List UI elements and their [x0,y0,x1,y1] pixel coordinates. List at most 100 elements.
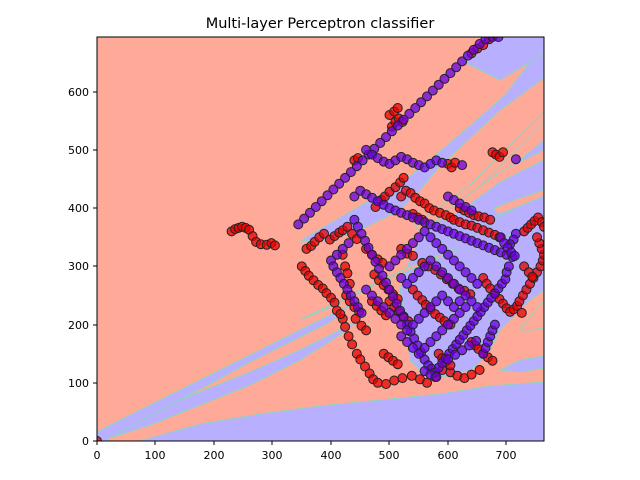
data-point-red [319,228,329,239]
y-tick-label: 600 [68,86,89,99]
data-point-purple [349,191,360,202]
region-red [493,189,544,215]
data-point-purple [419,342,430,353]
y-tick-label: 0 [82,435,89,448]
x-tick-label: 100 [145,449,166,462]
data-point-purple [460,290,471,301]
data-point-purple [462,50,473,61]
data-point-purple [439,73,450,84]
data-point-purple [396,331,407,342]
data-point-purple [427,85,438,96]
region-blue [139,381,544,441]
data-point-red [342,221,353,232]
data-point-purple [356,307,367,318]
data-point-purple [416,97,427,108]
data-point-purple [402,337,413,347]
data-point-purple [457,56,468,67]
data-point-red [532,232,542,243]
x-tick-label: 700 [496,449,517,462]
data-point-red [329,297,340,308]
data-point-purple [454,284,465,295]
data-point-red [527,271,538,282]
data-point-red [389,375,400,386]
data-point-purple [460,267,471,278]
x-tick-label: 300 [262,449,283,462]
data-point-red [407,250,418,261]
data-point-purple [448,302,459,313]
x-tick-label: 0 [94,449,101,462]
data-point-red [350,313,361,324]
data-point-purple [466,296,477,307]
data-point-purple [357,155,368,166]
data-point-purple [489,319,500,330]
data-point-purple [431,238,442,249]
data-point-purple [448,255,459,266]
data-point-purple [407,342,418,353]
chart-title: Multi-layer Perceptron classifier [206,16,435,32]
data-point-purple [445,68,456,79]
data-point-purple [410,103,421,113]
data-point-purple [407,319,418,330]
data-point-purple [451,62,462,73]
data-point-purple [343,238,354,249]
data-point-red [498,147,508,158]
data-point-purple [386,126,397,137]
data-point-red [422,377,432,388]
data-point-red [466,369,477,380]
data-point-purple [448,313,459,324]
data-point-purple [454,307,465,318]
x-axis-ticks: 0 100 200 300 400 500 600 700 [94,441,517,462]
data-point-red [397,373,408,384]
data-point-purple [413,348,424,359]
data-point-red [343,331,354,342]
data-point-purple [419,226,430,237]
data-point-red [398,172,409,183]
x-tick-label: 500 [379,449,400,462]
data-point-purple [390,313,401,324]
data-point-red [539,221,544,232]
y-tick-label: 100 [68,377,89,390]
x-tick-label: 200 [204,449,225,462]
data-point-purple [437,157,448,168]
data-point-purple [392,120,403,131]
data-point-purple [419,261,430,272]
scatter-points [97,37,544,441]
data-point-purple [471,335,482,346]
data-point-purple [422,91,432,102]
data-point-purple [466,273,477,283]
data-point-purple [316,196,327,207]
data-point-purple [340,172,351,183]
data-point-red [381,379,391,389]
data-point-red [355,354,366,365]
data-point-purple [396,273,407,283]
data-point-purple [413,232,424,243]
data-point-purple [328,184,339,195]
data-point-purple [305,207,315,218]
plot-area [97,37,544,441]
data-point-purple [509,250,520,261]
data-point-red [372,377,383,388]
y-tick-label: 300 [68,260,89,273]
data-point-red [392,359,403,370]
data-point-purple [404,108,415,119]
x-tick-label: 600 [438,449,459,462]
data-point-purple [375,137,386,148]
data-point-red [485,214,496,225]
data-point-purple [345,167,356,178]
data-point-purple [361,284,372,295]
data-point-purple [448,278,459,289]
data-point-purple [510,154,521,165]
data-point-purple [503,261,514,272]
data-point-purple [396,319,407,330]
data-point-red [340,321,351,332]
data-point-purple [419,307,430,318]
data-point-purple [454,296,465,307]
data-point-purple [431,296,442,307]
axes: 0 100 200 300 400 500 600 700 0 100 200 … [68,86,517,462]
data-point-purple [407,273,418,283]
data-point-purple [396,249,407,260]
data-point-red [392,103,403,113]
data-point-red [347,339,358,350]
data-point-purple [398,114,409,125]
